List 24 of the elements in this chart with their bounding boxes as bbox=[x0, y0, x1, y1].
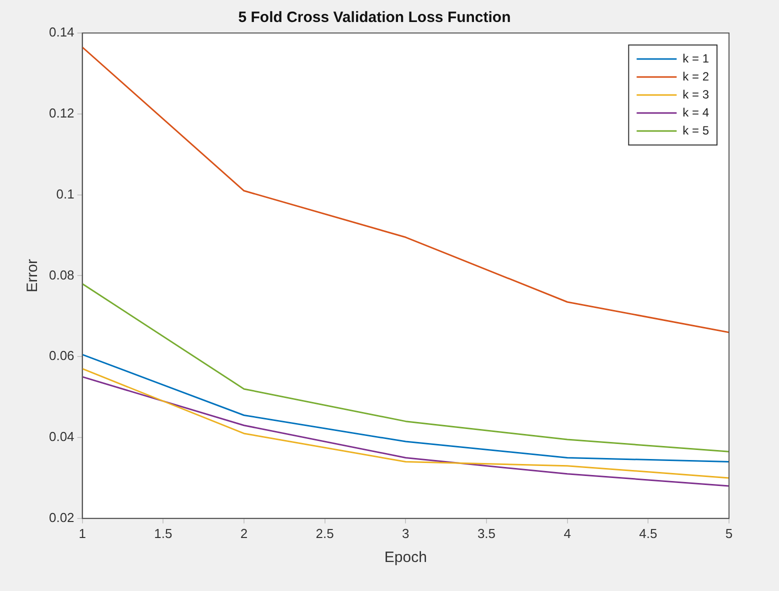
x-axis-title: Epoch bbox=[384, 549, 427, 566]
x-tick-label: 1 bbox=[78, 526, 86, 541]
x-tick-label: 1.5 bbox=[154, 526, 172, 541]
legend-label: k = 3 bbox=[682, 87, 710, 102]
x-tick-label: 4.5 bbox=[639, 526, 658, 541]
legend-label: k = 5 bbox=[682, 123, 710, 138]
y-tick-label: 0.02 bbox=[48, 510, 74, 525]
x-tick-label: 4 bbox=[564, 526, 571, 541]
x-tick-label: 2 bbox=[240, 526, 248, 541]
y-tick-label: 0.04 bbox=[48, 429, 74, 444]
x-tick-label: 2.5 bbox=[316, 526, 334, 541]
y-tick-label: 0.1 bbox=[56, 186, 74, 202]
legend-label: k = 4 bbox=[682, 105, 710, 120]
y-tick-label: 0.06 bbox=[48, 348, 74, 364]
y-tick-label: 0.12 bbox=[48, 105, 74, 120]
y-tick-label: 0.14 bbox=[48, 24, 74, 40]
legend-label: k = 2 bbox=[682, 69, 710, 84]
x-tick-label: 3.5 bbox=[477, 526, 496, 541]
y-axis-title: Error bbox=[24, 259, 42, 292]
y-tick-label: 0.08 bbox=[48, 267, 74, 282]
x-tick-label: 3 bbox=[402, 526, 410, 541]
legend-label: k = 1 bbox=[682, 51, 710, 66]
chart-title: 5 Fold Cross Validation Loss Function bbox=[238, 9, 511, 26]
x-tick-label: 5 bbox=[725, 526, 733, 541]
